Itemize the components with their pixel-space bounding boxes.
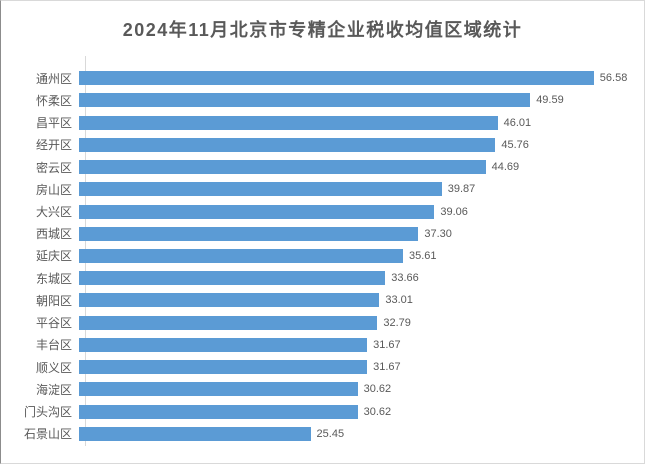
bar-track: 49.59 [79, 93, 634, 108]
value-label: 33.01 [385, 294, 413, 307]
value-label: 37.30 [424, 227, 452, 240]
bar-track: 37.30 [79, 226, 634, 241]
value-label: 31.67 [373, 361, 401, 374]
category-label: 东城区 [35, 271, 72, 286]
bar-row: 朝阳区 33.01 [1, 289, 634, 311]
value-label: 25.45 [316, 427, 345, 440]
bar-row: 顺义区 31.67 [1, 356, 634, 378]
bar [79, 71, 594, 86]
value-label: 56.58 [599, 72, 628, 85]
value-label: 35.61 [408, 249, 437, 262]
bar-row: 通州区 56.58 [1, 67, 634, 89]
bar-track: 32.79 [79, 315, 634, 330]
category-label: 大兴区 [35, 205, 72, 220]
value-label: 39.06 [440, 205, 468, 218]
value-label: 31.67 [373, 338, 401, 351]
bar-track: 30.62 [79, 404, 634, 419]
chart-title: 2024年11月北京市专精企业税收均值区域统计 [122, 20, 523, 40]
bar-row: 怀柔区 49.59 [1, 89, 634, 111]
category-label: 经开区 [35, 138, 72, 153]
bar-row: 昌平区 46.01 [1, 111, 634, 133]
bar-track: 30.62 [79, 382, 634, 397]
value-label: 33.66 [391, 272, 419, 285]
category-label: 丰台区 [35, 338, 72, 353]
bar-row: 石景山区 25.45 [1, 423, 634, 445]
bar-track: 35.61 [79, 248, 634, 263]
bar-row: 密云区 44.69 [1, 156, 634, 178]
category-label: 西城区 [35, 227, 72, 242]
bar [79, 360, 368, 375]
bar-track: 39.87 [79, 182, 634, 197]
bar-track: 56.58 [79, 71, 634, 86]
bar-track: 44.69 [79, 160, 634, 175]
category-label: 朝阳区 [35, 293, 72, 308]
bar [79, 160, 486, 175]
bar-track: 31.67 [79, 337, 634, 352]
bar-track: 33.01 [79, 293, 634, 308]
category-label: 顺义区 [35, 360, 72, 375]
bar-row: 延庆区 35.61 [1, 245, 634, 267]
bar-rows: 通州区 56.58 怀柔区 49.59 昌平区 46.01 经开区 45.76 密云区 44.69… [1, 67, 634, 445]
bar [79, 293, 380, 308]
value-label: 44.69 [491, 161, 520, 174]
bar [79, 337, 368, 352]
bar-track: 25.45 [79, 426, 634, 441]
bar-row: 经开区 45.76 [1, 134, 634, 156]
bar-row: 海淀区 30.62 [1, 378, 634, 400]
bar [79, 248, 403, 263]
bar-row: 丰台区 31.67 [1, 334, 634, 356]
bar-row: 大兴区 39.06 [1, 200, 634, 222]
value-label: 39.87 [447, 183, 476, 196]
category-label: 怀柔区 [35, 93, 72, 108]
category-label: 石景山区 [23, 427, 72, 442]
value-label: 45.76 [501, 138, 529, 151]
value-label: 46.01 [503, 116, 532, 129]
category-label: 延庆区 [35, 249, 72, 264]
bar [79, 226, 419, 241]
bar [79, 204, 435, 219]
bar [79, 115, 498, 130]
bar-track: 39.06 [79, 204, 634, 219]
bar-row: 西城区 37.30 [1, 223, 634, 245]
bar [79, 271, 386, 286]
value-label: 32.79 [383, 316, 411, 329]
category-label: 门头沟区 [23, 405, 72, 420]
bar [79, 426, 311, 441]
bar-row: 房山区 39.87 [1, 178, 634, 200]
bar-row: 门头沟区 30.62 [1, 401, 634, 423]
bar-track: 46.01 [79, 115, 634, 130]
category-label: 密云区 [35, 160, 72, 175]
bar-track: 31.67 [79, 360, 634, 375]
bar [79, 315, 378, 330]
bar [79, 93, 531, 108]
bar-track: 33.66 [79, 271, 634, 286]
bar-row: 东城区 33.66 [1, 267, 634, 289]
category-label: 通州区 [35, 71, 72, 86]
value-label: 30.62 [363, 383, 392, 396]
bar [79, 404, 358, 419]
category-label: 昌平区 [35, 116, 72, 131]
value-label: 30.62 [363, 405, 392, 418]
category-label: 平谷区 [35, 316, 72, 331]
category-label: 房山区 [35, 182, 72, 197]
bar [79, 182, 442, 197]
category-label: 海淀区 [35, 382, 72, 397]
bar-track: 45.76 [79, 137, 634, 152]
bar [79, 382, 358, 397]
bar-row: 平谷区 32.79 [1, 312, 634, 334]
value-label: 49.59 [536, 94, 564, 107]
bar [79, 137, 496, 152]
